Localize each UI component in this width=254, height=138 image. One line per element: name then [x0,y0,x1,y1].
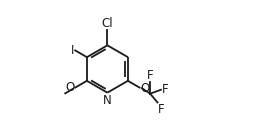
Text: O: O [140,82,150,95]
Text: O: O [65,81,74,94]
Text: Cl: Cl [102,17,113,30]
Text: N: N [103,94,112,107]
Text: F: F [147,68,153,82]
Text: F: F [162,83,168,96]
Text: F: F [158,103,165,116]
Text: I: I [71,44,74,57]
